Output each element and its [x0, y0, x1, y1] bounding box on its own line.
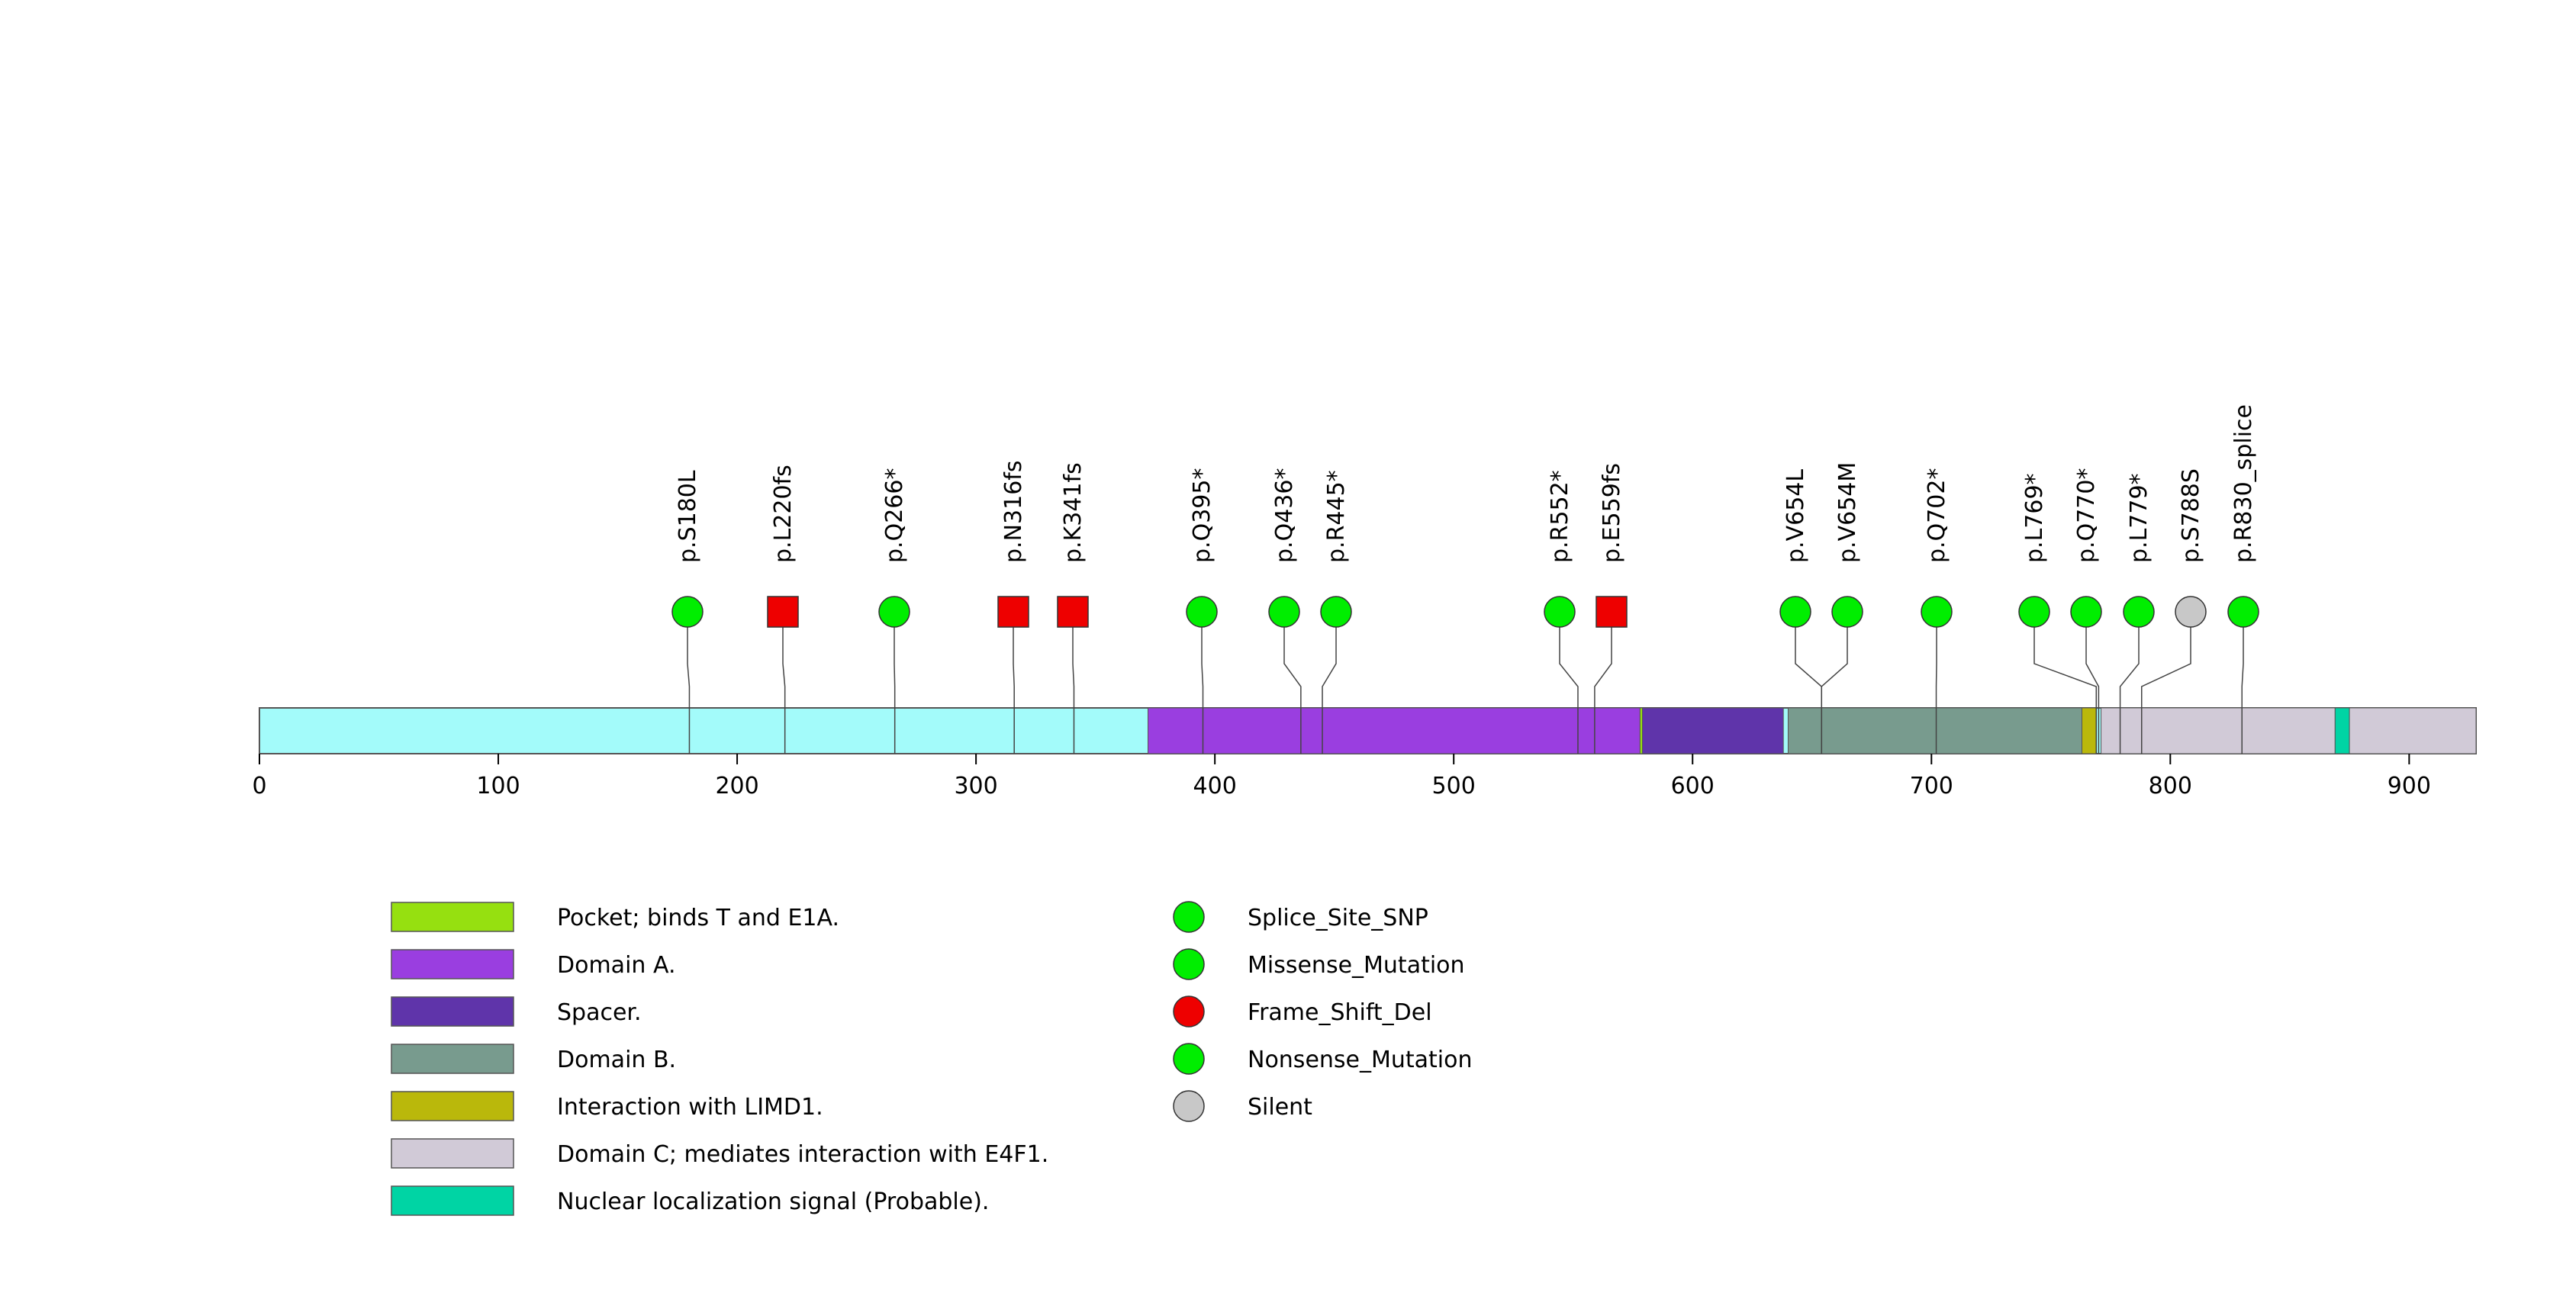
legend-domain-label-4: Interaction with LIMD1. [557, 1094, 823, 1121]
mutation-label-1: p.L220fs [770, 465, 797, 563]
domain-0 [1148, 708, 1641, 754]
domain-3 [1788, 708, 2082, 754]
mutation-label-17: p.R830_splice [2230, 404, 2257, 563]
legend-domain-swatch-4 [391, 1092, 514, 1121]
axis-tick-label-700: 700 [1910, 773, 1953, 799]
mutation-marker-16 [2175, 597, 2206, 627]
mutation-marker-0 [672, 597, 703, 627]
mutation-label-16: p.S788S [2178, 468, 2204, 563]
legend-domain-label-6: Nuclear localization signal (Probable). [557, 1188, 989, 1215]
legend-domain-swatch-0 [391, 902, 514, 931]
mutation-marker-12 [1921, 597, 1952, 627]
mutation-marker-5 [1187, 597, 1217, 627]
mutation-label-15: p.L779* [2126, 473, 2153, 563]
mutation-marker-17 [2228, 597, 2259, 627]
mutation-label-2: p.Q266* [881, 468, 908, 563]
legend-domain-label-1: Domain A. [557, 952, 675, 979]
mutation-label-4: p.K341fs [1060, 462, 1087, 563]
mutation-marker-11 [1832, 597, 1863, 627]
legend-mutation-marker-2 [1174, 996, 1204, 1027]
legend-domain-swatch-5 [391, 1139, 514, 1168]
mutation-marker-6 [1269, 597, 1299, 627]
legend-mutation-label-3: Nonsense_Mutation [1248, 1047, 1473, 1073]
mutation-label-7: p.R445* [1323, 470, 1350, 563]
mutation-marker-2 [879, 597, 910, 627]
legend-mutation-label-1: Missense_Mutation [1248, 952, 1465, 979]
mutation-marker-8 [1544, 597, 1575, 627]
domain-4 [2082, 708, 2096, 754]
axis-tick-label-500: 500 [1432, 773, 1476, 799]
mutation-marker-1 [768, 597, 798, 627]
mutation-label-6: p.Q436* [1271, 468, 1298, 563]
legend-mutation-marker-1 [1174, 949, 1204, 979]
legend-domain-label-3: Domain B. [557, 1047, 676, 1073]
mutation-stem-2 [894, 612, 895, 754]
axis-tick-label-900: 900 [2388, 773, 2431, 799]
mutation-marker-10 [1780, 597, 1811, 627]
mutation-marker-13 [2019, 597, 2050, 627]
mutation-label-5: p.Q395* [1189, 468, 1216, 563]
legend-mutation-marker-3 [1174, 1044, 1204, 1074]
mutation-marker-4 [1058, 597, 1088, 627]
mutation-label-14: p.Q770* [2073, 468, 2100, 563]
legend-mutation-marker-4 [1174, 1091, 1204, 1121]
mutation-label-0: p.S180L [675, 470, 701, 563]
axis-tick-label-100: 100 [476, 773, 520, 799]
axis-tick-label-400: 400 [1193, 773, 1237, 799]
legend-mutation-marker-0 [1174, 902, 1204, 932]
domain-6 [2335, 708, 2349, 754]
legend-domain-swatch-6 [391, 1186, 514, 1215]
legend-domain-swatch-3 [391, 1044, 514, 1073]
axis-tick-label-200: 200 [715, 773, 758, 799]
domain-2 [1642, 708, 1783, 754]
axis-tick-label-800: 800 [2149, 773, 2192, 799]
mutation-label-3: p.N316fs [1000, 461, 1027, 563]
legend-mutation-label-2: Frame_Shift_Del [1248, 999, 1432, 1026]
mutation-marker-15 [2124, 597, 2154, 627]
mutation-marker-3 [998, 597, 1029, 627]
mutation-label-12: p.Q702* [1924, 468, 1950, 563]
legend-domain-label-0: Pocket; binds T and E1A. [557, 905, 839, 931]
legend-domain-label-5: Domain C; mediates interaction with E4F1… [557, 1141, 1048, 1168]
legend-domain-label-2: Spacer. [557, 999, 642, 1026]
mutation-label-8: p.R552* [1547, 470, 1573, 563]
mutation-label-9: p.E559fs [1599, 463, 1625, 563]
axis-tick-label-300: 300 [954, 773, 997, 799]
axis-tick-label-0: 0 [252, 773, 266, 799]
mutation-marker-7 [1321, 597, 1351, 627]
legend-mutation-label-4: Silent [1248, 1094, 1312, 1121]
mutation-label-13: p.L769* [2021, 473, 2048, 563]
legend-mutation-label-0: Splice_Site_SNP [1248, 905, 1428, 931]
axis-tick-label-600: 600 [1671, 773, 1715, 799]
domain-5 [2101, 708, 2336, 754]
mutation-marker-14 [2071, 597, 2101, 627]
legend-domain-swatch-2 [391, 997, 514, 1026]
mutation-marker-9 [1596, 597, 1627, 627]
mutation-label-11: p.V654M [1834, 462, 1861, 563]
legend-domain-swatch-1 [391, 950, 514, 979]
mutation-label-10: p.V654L [1782, 469, 1809, 563]
domain-7 [2349, 708, 2476, 754]
